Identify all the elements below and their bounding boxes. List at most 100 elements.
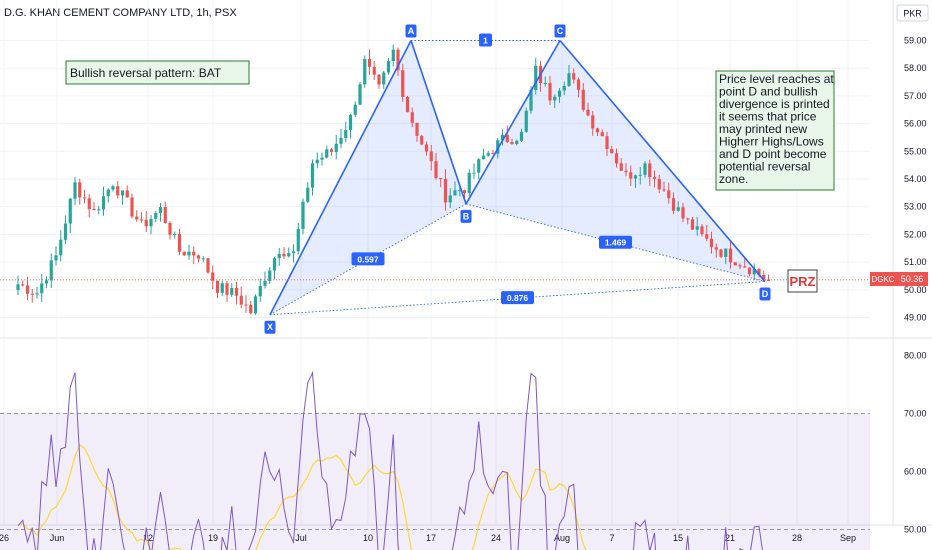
candle-body [724, 248, 728, 257]
candle-body [244, 304, 248, 306]
candle-body [287, 253, 291, 257]
candle-body [496, 140, 500, 154]
candle-body [548, 83, 552, 101]
candle-body [386, 61, 391, 73]
candle-body [59, 239, 63, 256]
candle-body [158, 207, 163, 213]
candle-body [557, 90, 562, 97]
candle-body [258, 285, 262, 297]
ratio-label: 1.469 [605, 238, 627, 248]
point-badge [405, 24, 417, 38]
candle-body [424, 144, 429, 152]
candle-body [168, 222, 172, 235]
candle-body [382, 72, 386, 85]
rsi-tick-label: 70.00 [904, 409, 927, 419]
candle-body [291, 251, 296, 254]
candle-body [405, 96, 410, 113]
candle-body [225, 283, 229, 295]
candle-body [282, 253, 286, 257]
ratio-label: 0.597 [357, 254, 379, 264]
price-tick-label: 50.00 [904, 285, 927, 295]
pattern-leg [269, 40, 412, 316]
candle-body [648, 163, 652, 178]
candle-body [35, 293, 39, 295]
candle-body [633, 175, 638, 179]
time-axis: 26 Jun 12 19 Jul 10 17 24 Aug 7 15 21 28 Sep [0, 533, 856, 543]
time-tick-label: 17 [426, 533, 436, 543]
time-tick-label: 21 [725, 533, 735, 543]
pattern-ratio-line [269, 281, 766, 316]
candle-body [63, 223, 68, 240]
candle-body [477, 159, 481, 173]
time-tick-label: Jul [295, 533, 307, 543]
candle-body [49, 260, 53, 281]
rsi-ma-line [17, 443, 765, 550]
point-label: A [408, 26, 415, 36]
candle-body [106, 189, 110, 197]
time-tick-label: 28 [792, 533, 802, 543]
candle-body [296, 228, 300, 252]
price-axis: 49.00 50.00 51.00 52.00 53.00 54.00 55.00 56.00… [904, 36, 927, 323]
candle-body [629, 172, 633, 179]
note-line: potential reversal [719, 160, 810, 174]
candle-body [519, 131, 524, 141]
candle-body [638, 174, 642, 176]
candle-body [733, 262, 737, 266]
candle-body [73, 182, 77, 199]
candle-body [234, 287, 239, 296]
note-line: Price level reaches at [719, 72, 834, 86]
currency-label[interactable]: PKR [903, 9, 922, 19]
candle-body [30, 293, 34, 295]
rsi-band [0, 413, 870, 550]
currency-box[interactable] [896, 4, 929, 22]
point-label: C [557, 26, 564, 36]
point-label: X [267, 322, 273, 332]
candle-body [97, 209, 101, 211]
candle-body [586, 109, 590, 116]
time-tick-label: 7 [609, 533, 614, 543]
candle-body [510, 142, 514, 145]
candle-body [68, 198, 72, 224]
candle-body [401, 70, 405, 97]
chart-title: D.G. KHAN CEMENT COMPANY LTD, 1h, PSX [4, 7, 237, 19]
pattern-leg [559, 39, 766, 283]
candle-body [747, 267, 752, 275]
candle-body [529, 89, 533, 111]
candle-body [434, 161, 438, 179]
price-tick-label: 51.00 [904, 257, 927, 267]
pattern-label-box: Bullish reversal pattern: BAT [65, 60, 250, 85]
candle-body [458, 190, 462, 192]
candle-body [353, 104, 357, 115]
candle-body [21, 284, 25, 286]
candle-body [657, 178, 661, 190]
point-badge [554, 24, 566, 38]
candle-body [453, 190, 457, 196]
rsi-tick-label: 60.00 [904, 467, 927, 477]
pattern-label: Bullish reversal pattern: BAT [70, 66, 222, 80]
candle-body [652, 177, 657, 179]
candle-body [377, 74, 381, 85]
price-tick-label: 52.00 [904, 229, 927, 239]
time-tick-label: 24 [491, 533, 501, 543]
candle-body [348, 114, 353, 131]
price-tag: DGKC 50.36 [870, 272, 928, 286]
candle-body [78, 182, 82, 198]
candle-body [92, 208, 96, 210]
candle-body [125, 190, 129, 198]
candle-body [54, 255, 58, 261]
candle-body [624, 170, 628, 173]
price-tick-label: 49.00 [904, 313, 927, 323]
candle-body [177, 233, 182, 252]
candle-body [762, 274, 766, 280]
note-line: it seems that price [719, 110, 817, 124]
note-box: Price level reaches at point D and bulli… [715, 70, 835, 191]
candle-body [315, 159, 319, 164]
rsi-series [17, 371, 765, 550]
candle-body [486, 153, 490, 156]
note-line: and D point become [719, 147, 827, 161]
price-tick-label: 55.00 [904, 146, 927, 156]
note-line: divergence is printed [719, 97, 830, 111]
point-badge [460, 209, 472, 223]
candle-body [325, 149, 329, 158]
